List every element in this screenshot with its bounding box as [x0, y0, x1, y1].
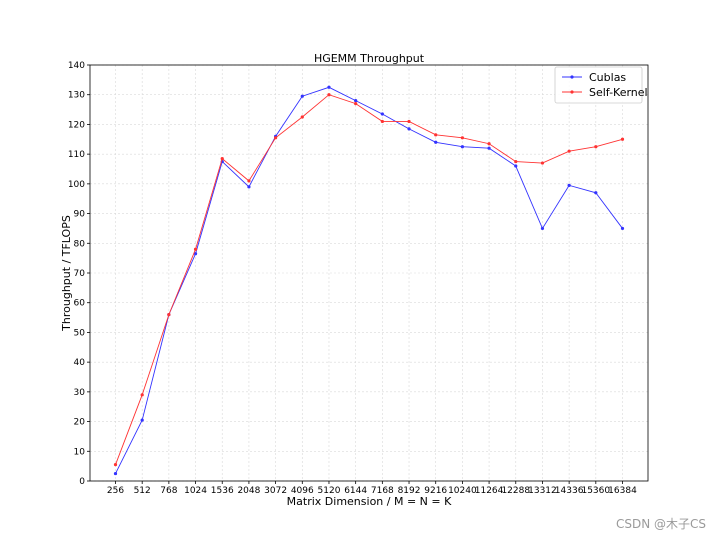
data-point — [113, 471, 118, 476]
y-axis-ticks: 0 10 20 30 40 50 60 70 80 90 100 110 120 130 140 — [68, 61, 90, 487]
y-axis-label: Throughput / TFLOPS — [60, 215, 73, 332]
data-point — [140, 418, 144, 422]
legend-label: Cublas — [589, 71, 626, 84]
data-point — [327, 93, 331, 97]
legend-marker — [570, 75, 574, 79]
chart-title: HGEMM Throughput — [314, 52, 425, 65]
x-tick-label: 7168 — [371, 486, 394, 496]
data-point — [514, 159, 518, 164]
legend-box — [554, 66, 643, 104]
data-point — [540, 161, 545, 165]
x-tick-label: 14336 — [555, 486, 584, 496]
x-tick-label: 10240 — [448, 486, 477, 496]
data-point — [620, 137, 625, 141]
data-point — [354, 99, 358, 103]
y-tick-label: 140 — [68, 61, 85, 71]
data-point — [140, 393, 144, 397]
y-tick-label: 70 — [74, 269, 86, 279]
data-point — [540, 226, 545, 231]
data-point — [300, 115, 304, 119]
data-point — [193, 247, 198, 251]
x-tick-label: 512 — [134, 486, 151, 496]
data-point — [327, 85, 331, 89]
data-point — [594, 191, 598, 195]
x-tick-label: 1024 — [184, 486, 207, 496]
series-layer — [113, 85, 625, 476]
data-point — [300, 94, 304, 98]
y-tick-label: 90 — [74, 210, 86, 220]
y-tick-label: 30 — [74, 388, 86, 398]
x-tick-label: 3072 — [264, 486, 287, 496]
x-tick-label: 6144 — [344, 486, 367, 496]
x-tick-label: 11264 — [475, 486, 504, 496]
legend-marker — [570, 90, 574, 94]
x-tick-label: 5120 — [318, 486, 341, 496]
y-tick-label: 20 — [74, 418, 86, 428]
data-point — [514, 164, 518, 168]
data-point — [567, 149, 571, 153]
x-tick-label: 9216 — [424, 486, 447, 496]
data-point — [247, 185, 251, 189]
y-tick-label: 110 — [68, 150, 85, 160]
y-tick-label: 10 — [74, 447, 86, 457]
data-point — [434, 140, 438, 144]
data-point — [167, 313, 171, 317]
legend: Cublas Self-Kernel — [554, 66, 648, 104]
y-tick-label: 120 — [68, 120, 85, 130]
series-line — [115, 94, 623, 465]
y-tick-label: 130 — [68, 91, 85, 101]
data-point — [247, 179, 251, 183]
data-point — [460, 145, 464, 149]
x-tick-label: 16384 — [608, 486, 637, 496]
data-point — [487, 146, 491, 150]
y-tick-label: 80 — [74, 239, 86, 249]
series-line — [115, 86, 623, 474]
watermark-text: CSDN @木子CS — [615, 517, 706, 531]
data-point — [407, 127, 411, 131]
plot-area-frame — [89, 64, 649, 482]
y-tick-label: 40 — [74, 358, 86, 368]
data-point — [220, 157, 224, 161]
data-point — [487, 142, 491, 146]
x-tick-label: 13312 — [528, 486, 557, 496]
data-point — [380, 119, 384, 124]
data-point — [193, 252, 198, 256]
y-tick-label: 50 — [74, 328, 86, 338]
data-point — [620, 226, 625, 231]
x-tick-label: 15360 — [581, 486, 610, 496]
data-point — [460, 136, 464, 140]
data-point — [594, 145, 598, 149]
x-tick-label: 8192 — [398, 486, 421, 496]
x-axis-label: Matrix Dimension / M = N = K — [287, 495, 452, 508]
x-tick-label: 12288 — [501, 486, 530, 496]
data-point — [407, 119, 411, 124]
data-point — [434, 133, 438, 137]
series-cublas — [113, 85, 625, 476]
data-point — [567, 183, 571, 187]
gridlines — [90, 64, 648, 482]
data-point — [274, 136, 278, 140]
legend-label: Self-Kernel — [589, 86, 648, 99]
x-tick-label: 2048 — [237, 486, 260, 496]
data-point — [113, 463, 118, 467]
data-point — [354, 102, 358, 106]
x-tick-label: 1536 — [211, 486, 234, 496]
x-tick-label: 768 — [160, 486, 177, 496]
series-self-kernel — [113, 93, 625, 467]
x-axis-ticks: 256 512 768 1024 1536 2048 3072 4096 5120 6144 716… — [107, 481, 637, 496]
x-tick-label: 256 — [107, 486, 124, 496]
y-tick-label: 100 — [68, 180, 85, 190]
y-tick-label: 60 — [74, 299, 86, 309]
y-tick-label: 0 — [79, 477, 85, 487]
data-point — [380, 112, 384, 116]
x-tick-label: 4096 — [291, 486, 314, 496]
